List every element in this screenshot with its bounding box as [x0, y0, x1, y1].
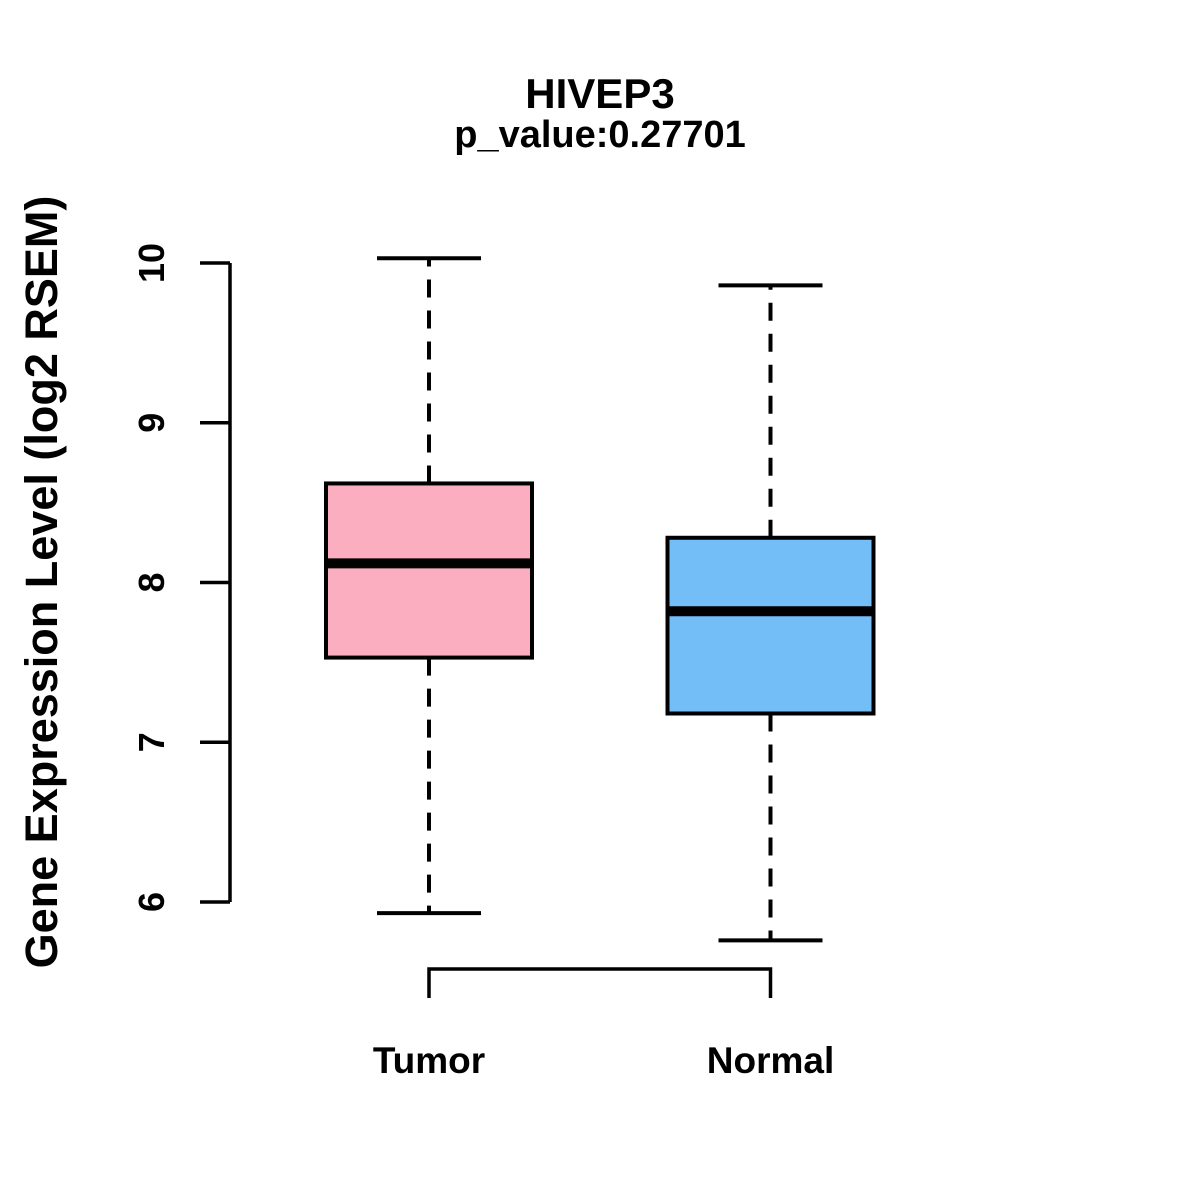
y-axis: 6 7 8 9 10: [131, 243, 232, 912]
y-axis-title: Gene Expression Level (log2 RSEM): [16, 196, 67, 969]
y-tick-label: 6: [131, 892, 172, 912]
box-group-normal: [665, 283, 876, 943]
x-label-tumor: Tumor: [373, 1040, 485, 1081]
iqr-box: [324, 481, 534, 660]
x-axis-bracket: [427, 967, 773, 998]
y-tick-label: 10: [131, 243, 172, 283]
y-tick-label: 7: [131, 732, 172, 752]
y-tick-label: 9: [131, 413, 172, 433]
chart-subtitle-pvalue: p_value:0.27701: [454, 114, 746, 156]
x-axis-line: [427, 967, 773, 998]
box-series: [324, 256, 876, 943]
y-tick-label: 8: [131, 572, 172, 592]
box-group-tumor: [324, 256, 534, 916]
x-label-normal: Normal: [707, 1040, 834, 1081]
iqr-box: [665, 535, 876, 716]
chart-title: HIVEP3: [525, 70, 674, 117]
